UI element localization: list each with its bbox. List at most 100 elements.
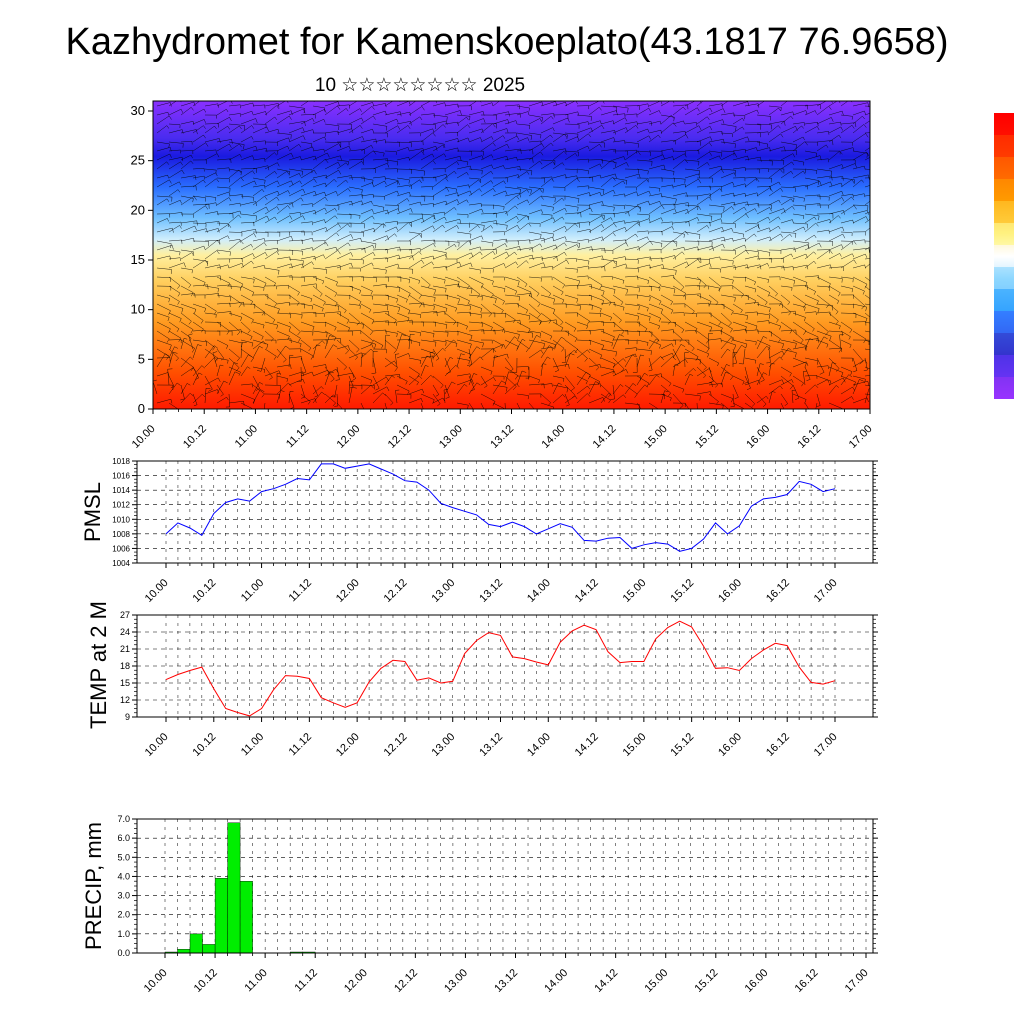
wind-barb xyxy=(408,251,422,260)
wind-barb xyxy=(672,294,686,300)
colorbar-band xyxy=(994,135,1014,157)
wind-barb xyxy=(432,321,448,329)
wind-barb xyxy=(600,384,612,398)
wind-barb xyxy=(192,312,204,324)
wind-barb xyxy=(624,258,639,264)
wind-barb xyxy=(156,111,170,116)
wind-barb xyxy=(864,276,870,282)
wind-barb xyxy=(372,392,386,404)
wind-barb xyxy=(252,321,265,329)
wind-barb xyxy=(516,105,530,112)
precip-xtick-label: 13.00 xyxy=(442,967,470,995)
wind-barb xyxy=(756,227,771,233)
wind-barb xyxy=(660,303,674,314)
wind-barb xyxy=(456,383,468,395)
wind-barb xyxy=(864,218,870,224)
wind-barb xyxy=(156,339,172,350)
wind-barb xyxy=(804,402,809,409)
wind-barb xyxy=(768,105,782,112)
wind-barb xyxy=(444,243,457,251)
wind-barb xyxy=(804,216,817,224)
wind-barb xyxy=(840,147,855,152)
wind-barb xyxy=(804,242,822,251)
wind-barb xyxy=(648,200,662,206)
wind-barb xyxy=(804,168,818,175)
wind-barb xyxy=(408,398,423,404)
wind-barb xyxy=(168,346,179,359)
wind-barb xyxy=(420,186,433,190)
wind-barb xyxy=(228,210,242,215)
wind-barb xyxy=(180,356,194,368)
wind-barb xyxy=(636,312,651,321)
temp-xtick-label: 15.12 xyxy=(668,731,696,759)
wind-barb xyxy=(708,357,720,367)
wind-barb xyxy=(780,393,789,406)
wind-barb xyxy=(516,276,528,288)
precip-xtick-label: 12.00 xyxy=(342,967,370,995)
wind-barb xyxy=(564,101,578,107)
wind-barb xyxy=(240,180,257,188)
wind-barb xyxy=(732,344,746,359)
wind-barb xyxy=(300,221,314,226)
wind-barb xyxy=(697,177,713,183)
wind-barb xyxy=(240,330,253,341)
wind-barb xyxy=(276,137,291,143)
wind-barb xyxy=(408,176,424,182)
wind-barb xyxy=(852,285,865,295)
wind-barb xyxy=(384,226,398,233)
wind-barb xyxy=(216,213,234,219)
temp-ylabel: TEMP at 2 M xyxy=(86,601,111,729)
wind-barb xyxy=(168,199,182,206)
heatmap-xtick-label: 13.00 xyxy=(437,423,465,451)
wind-barb xyxy=(528,231,542,239)
wind-barb xyxy=(840,114,853,120)
wind-barb xyxy=(684,217,700,224)
wind-barb xyxy=(288,312,303,319)
wind-barb xyxy=(504,186,521,194)
wind-barb xyxy=(360,200,373,206)
wind-barb xyxy=(780,266,794,271)
wind-barb xyxy=(852,151,870,161)
wind-barb xyxy=(336,159,349,165)
wind-barb xyxy=(312,330,328,338)
wind-barb xyxy=(192,303,207,313)
wind-barb xyxy=(852,303,867,312)
wind-barb xyxy=(600,120,615,125)
wind-barb xyxy=(240,312,254,324)
wind-barb xyxy=(240,201,257,207)
wind-barb xyxy=(408,366,420,378)
wind-barb xyxy=(804,251,817,260)
wind-barb xyxy=(600,173,617,179)
wind-barb xyxy=(372,248,388,254)
wind-barb xyxy=(312,152,330,161)
wind-barb xyxy=(168,141,184,148)
wind-barb xyxy=(525,367,530,379)
precip-xtick-label: 10.12 xyxy=(192,967,220,995)
wind-barb xyxy=(636,384,648,395)
wind-barb xyxy=(360,105,375,116)
wind-barb xyxy=(240,110,254,116)
wind-barb xyxy=(720,152,738,161)
wind-barb xyxy=(408,302,425,308)
wind-barb xyxy=(708,131,723,136)
wind-barb xyxy=(456,330,473,341)
wind-barb xyxy=(492,135,506,143)
wind-barb xyxy=(288,121,306,127)
wind-barb xyxy=(312,254,325,260)
wind-barb xyxy=(636,303,649,312)
wind-barb xyxy=(804,330,819,342)
wind-barb xyxy=(504,261,518,269)
wind-barb xyxy=(684,173,701,179)
wind-barb xyxy=(288,180,302,188)
wind-barb xyxy=(696,225,710,233)
wind-barb xyxy=(252,345,263,359)
wind-barb xyxy=(744,177,757,181)
wind-barb xyxy=(720,222,736,228)
wind-barb xyxy=(780,153,796,161)
wind-barb xyxy=(516,222,532,233)
wind-barb xyxy=(612,204,626,210)
wind-barb xyxy=(444,147,459,152)
wind-barb xyxy=(552,312,564,326)
wind-barb xyxy=(612,162,629,170)
wind-barb xyxy=(384,141,400,147)
